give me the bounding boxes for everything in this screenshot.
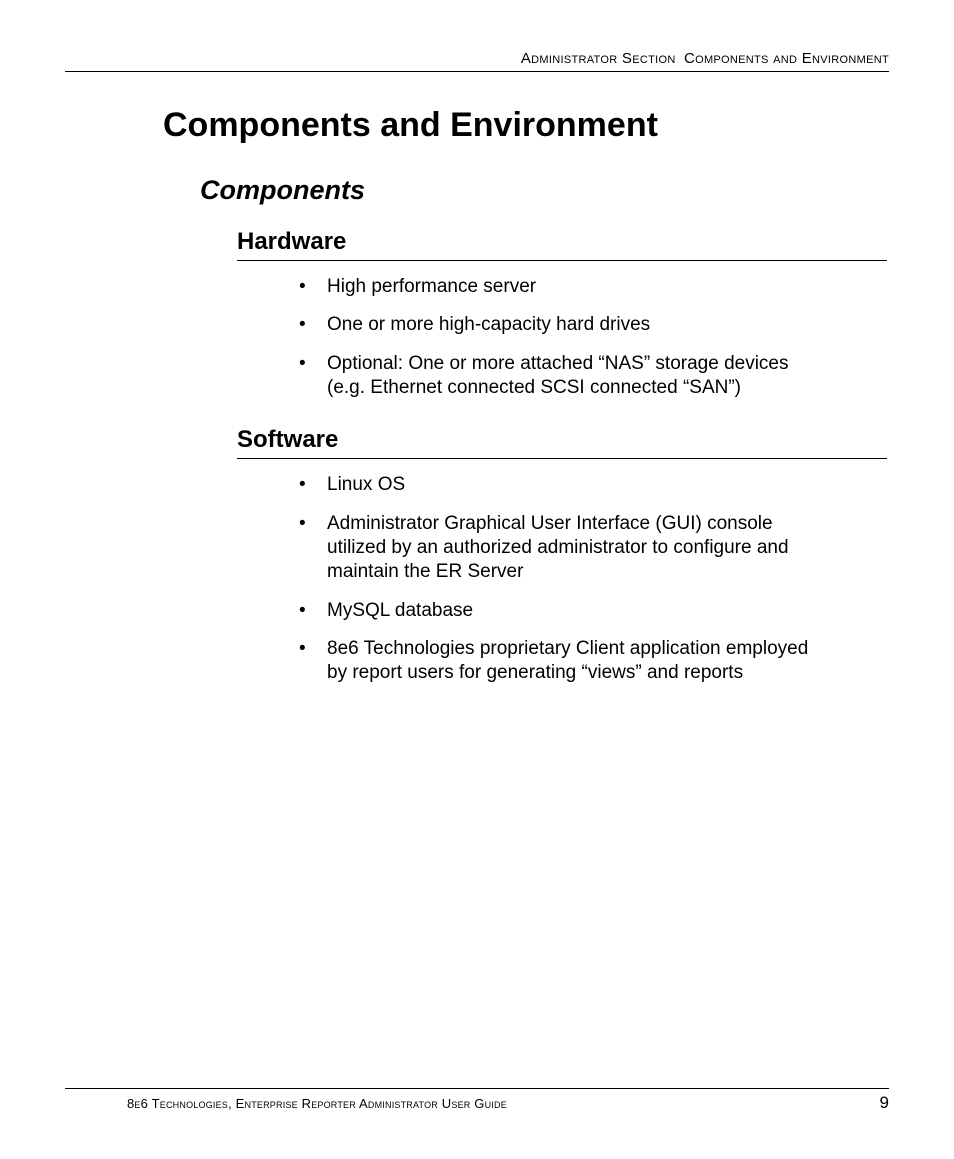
hardware-heading: Hardware [237,228,889,256]
hardware-rule [237,260,887,261]
header-topic: Components and Environment [684,50,889,67]
footer-text: 8e6 Technologies, Enterprise Reporter Ad… [65,1096,507,1111]
list-item: Administrator Graphical User Interface (… [299,512,819,585]
page-number: 9 [880,1093,889,1113]
software-heading-block: Software [237,426,889,459]
list-item: MySQL database [299,599,819,623]
list-item: Linux OS [299,473,819,497]
running-header: Administrator Section Components and Env… [65,50,889,72]
list-item: Optional: One or more attached “NAS” sto… [299,352,819,401]
hardware-list: High performance server One or more high… [65,275,889,400]
section-heading: Components [200,175,889,206]
hardware-heading-block: Hardware [237,228,889,261]
page: Administrator Section Components and Env… [0,0,954,1159]
list-item: 8e6 Technologies proprietary Client appl… [299,637,819,686]
list-item: One or more high-capacity hard drives [299,313,819,337]
header-section: Administrator Section [521,50,676,67]
page-title: Components and Environment [163,106,889,145]
software-heading: Software [237,426,889,454]
page-footer: 8e6 Technologies, Enterprise Reporter Ad… [65,1088,889,1113]
list-item: High performance server [299,275,819,299]
software-rule [237,458,887,459]
software-list: Linux OS Administrator Graphical User In… [65,473,889,685]
